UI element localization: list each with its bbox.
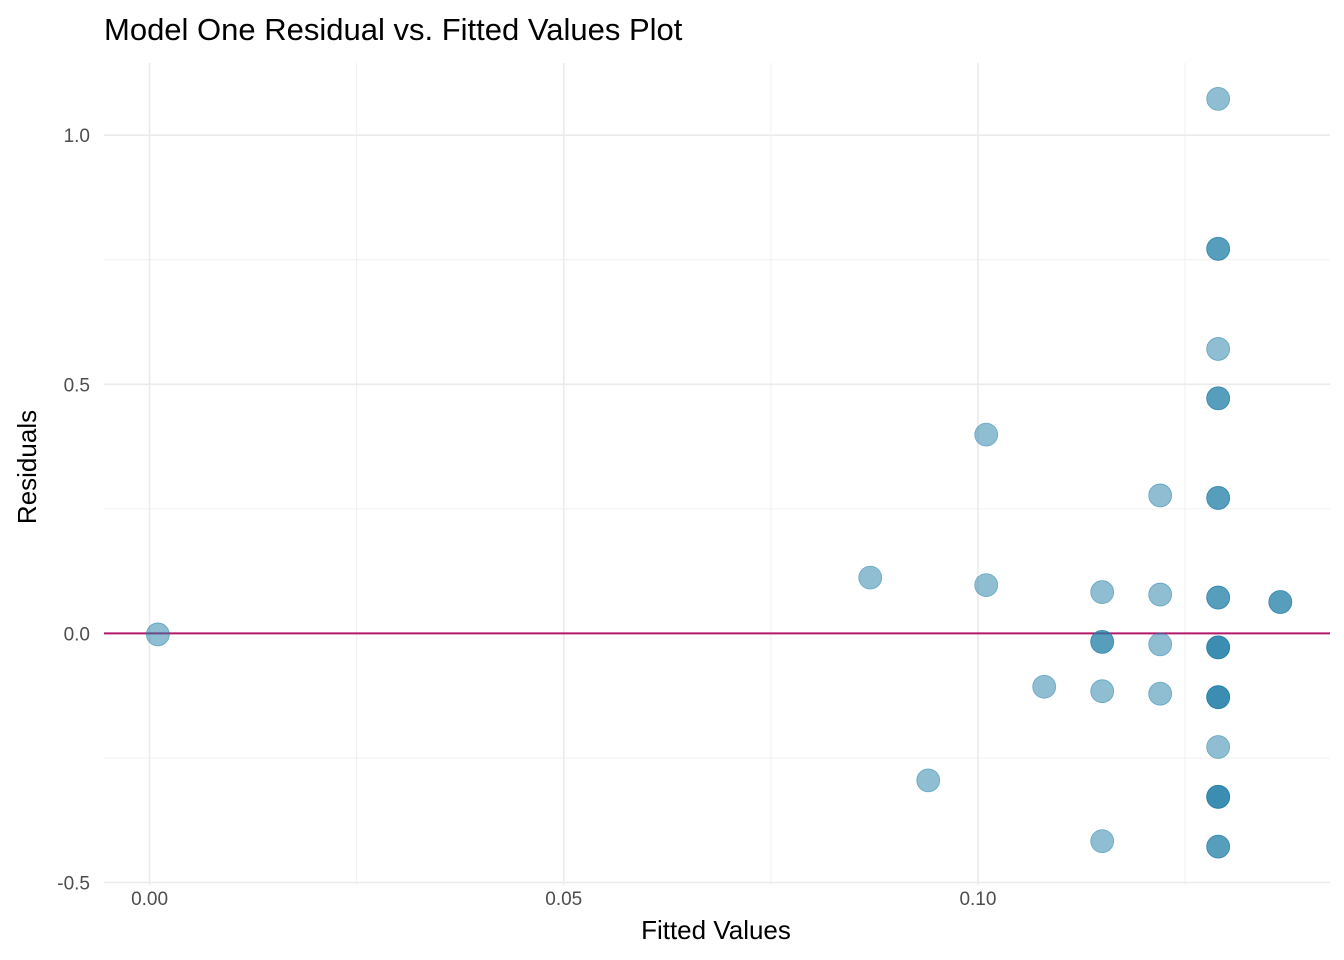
data-point	[1268, 590, 1293, 614]
y-tick-label: 0.5	[64, 375, 90, 396]
data-point	[1148, 582, 1173, 607]
data-point	[974, 573, 999, 597]
data-point	[1206, 386, 1231, 411]
data-point	[1032, 674, 1057, 699]
y-tick-label: 1.0	[64, 126, 90, 147]
data-point	[1206, 236, 1231, 261]
data-point	[1148, 632, 1173, 657]
data-point	[1206, 635, 1231, 660]
data-point	[1090, 679, 1115, 704]
x-tick-labels: 0.00 0.05 0.10	[131, 889, 996, 910]
chart-title: Model One Residual vs. Fitted Values Plo…	[104, 12, 683, 47]
data-point	[1148, 483, 1173, 508]
data-point	[1206, 585, 1231, 610]
data-point	[1206, 337, 1231, 361]
data-point	[1206, 486, 1231, 510]
data-point	[1148, 681, 1173, 706]
y-tick-labels: -0.5 0.0 0.5 1.0	[57, 126, 90, 894]
x-axis-title: Fitted Values	[641, 915, 791, 945]
x-tick-label: 0.00	[131, 889, 168, 910]
data-point	[916, 768, 941, 793]
data-point	[1206, 735, 1231, 759]
data-point	[1090, 629, 1115, 654]
data-point	[1090, 580, 1115, 604]
x-tick-label: 0.10	[959, 889, 996, 910]
data-point	[145, 622, 170, 647]
data-point	[1206, 834, 1231, 859]
y-tick-label: 0.0	[64, 624, 90, 645]
minor-gridlines	[104, 63, 1330, 885]
y-axis-title: Residuals	[12, 410, 42, 524]
data-point	[1206, 86, 1231, 111]
data-point	[974, 422, 999, 447]
x-tick-label: 0.05	[545, 889, 582, 910]
data-point	[1206, 784, 1231, 809]
data-point	[1090, 829, 1115, 854]
data-point	[1206, 685, 1231, 710]
y-tick-label: -0.5	[57, 874, 90, 895]
data-points	[145, 86, 1293, 859]
data-point	[858, 565, 883, 590]
